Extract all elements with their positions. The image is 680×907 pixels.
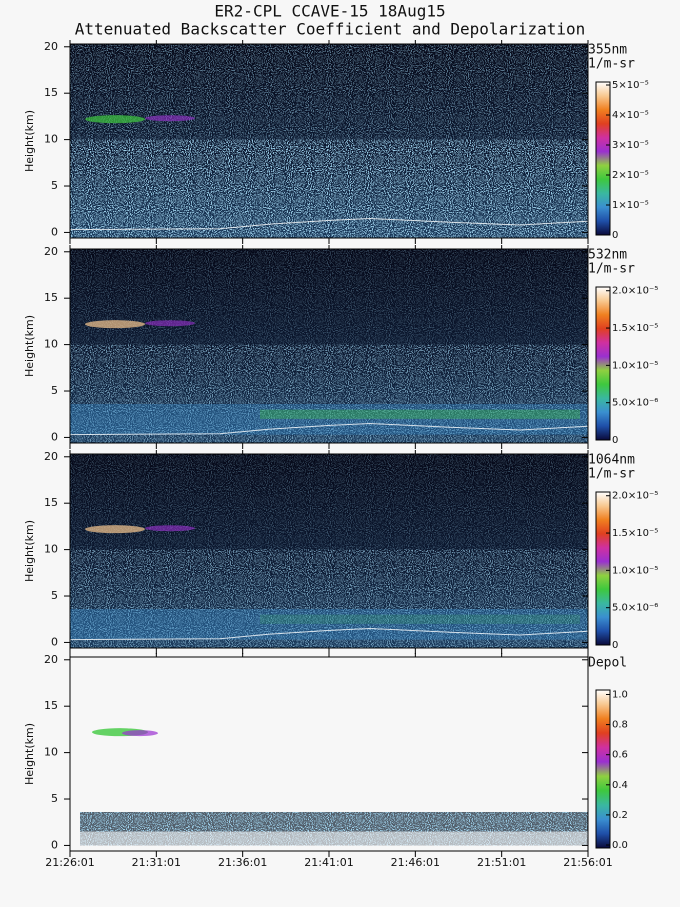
x-tick-label: 21:56:01 xyxy=(563,856,612,869)
speckle xyxy=(70,454,588,648)
x-tick-label: 21:46:01 xyxy=(391,856,440,869)
plot-area xyxy=(70,657,588,851)
speckle xyxy=(70,249,588,443)
y-tick-label: 15 xyxy=(44,86,58,99)
y-tick-label: 10 xyxy=(44,338,58,351)
x-tick-label: 21:26:01 xyxy=(45,856,94,869)
colorbar-label: 1/m-sr xyxy=(588,467,635,482)
cloud xyxy=(145,320,195,327)
cloud xyxy=(85,115,145,124)
colorbar-tick-label: 0 xyxy=(612,435,618,446)
aerosol-core xyxy=(260,409,580,419)
colorbar-tick-label: 0.0 xyxy=(612,840,628,851)
plot-area xyxy=(69,454,589,648)
colorbar-tick-label: 1×10⁻⁵ xyxy=(612,200,649,211)
colorbar xyxy=(595,286,611,441)
colorbar-tick-label: 2.0×10⁻⁵ xyxy=(612,286,658,297)
colorbar xyxy=(595,81,611,236)
y-tick-label: 10 xyxy=(44,543,58,556)
colorbar-tick-label: 0.4 xyxy=(612,780,628,791)
aerosol-core xyxy=(260,614,580,624)
y-tick-label: 15 xyxy=(44,496,58,509)
colorbar xyxy=(595,491,611,646)
colorbar-tick-label: 5.0×10⁻⁶ xyxy=(612,398,658,409)
x-tick-label: 21:31:01 xyxy=(132,856,181,869)
plot-area xyxy=(69,44,589,238)
y-tick-label: 10 xyxy=(44,746,58,759)
y-tick-label: 5 xyxy=(51,792,58,805)
colorbar-tick-label: 0 xyxy=(612,230,618,241)
colorbar-tick-label: 4×10⁻⁵ xyxy=(612,110,649,121)
cloud xyxy=(85,525,145,534)
surface-line xyxy=(69,218,589,231)
y-axis-label: Height(km) xyxy=(23,110,36,172)
colorbar xyxy=(595,689,611,849)
colorbar-label: 1064nm xyxy=(588,453,635,468)
cloud xyxy=(85,320,145,329)
y-tick-label: 0 xyxy=(51,635,58,648)
colorbar-tick-label: 5×10⁻⁵ xyxy=(612,80,649,91)
y-tick-label: 0 xyxy=(51,225,58,238)
colorbar-tick-label: 0 xyxy=(612,640,618,651)
x-tick-label: 21:41:01 xyxy=(304,856,353,869)
colorbar-tick-label: 1.0×10⁻⁵ xyxy=(612,565,658,576)
speckle xyxy=(70,44,588,238)
colorbar-tick-label: 0.8 xyxy=(612,720,628,731)
surface-line xyxy=(69,423,589,436)
colorbar-tick-label: 0.2 xyxy=(612,810,628,821)
y-tick-label: 0 xyxy=(51,838,58,851)
y-tick-label: 15 xyxy=(44,699,58,712)
y-tick-label: 20 xyxy=(44,245,58,258)
speckle xyxy=(80,831,588,846)
y-tick-label: 0 xyxy=(51,430,58,443)
cloud xyxy=(145,525,195,532)
colorbar-tick-label: 5.0×10⁻⁶ xyxy=(612,603,658,614)
y-tick-label: 20 xyxy=(44,40,58,53)
y-tick-label: 5 xyxy=(51,179,58,192)
y-tick-label: 5 xyxy=(51,384,58,397)
colorbar-tick-label: 3×10⁻⁵ xyxy=(612,140,649,151)
y-axis-label: Height(km) xyxy=(23,315,36,377)
y-axis-label: Height(km) xyxy=(23,520,36,582)
y-tick-label: 15 xyxy=(44,291,58,304)
colorbar-label: 1/m-sr xyxy=(588,262,635,277)
y-tick-label: 5 xyxy=(51,589,58,602)
y-tick-label: 20 xyxy=(44,653,58,666)
colorbar-label: 532nm xyxy=(588,248,627,263)
colorbar-tick-label: 1.5×10⁻⁵ xyxy=(612,528,658,539)
surface-line xyxy=(69,628,589,641)
chart-title: ER2-CPL CCAVE-15 18Aug15 xyxy=(214,2,445,21)
colorbar-tick-label: 2×10⁻⁵ xyxy=(612,170,649,181)
y-tick-label: 20 xyxy=(44,450,58,463)
x-tick-label: 21:36:01 xyxy=(218,856,267,869)
colorbar-tick-label: 0.6 xyxy=(612,750,628,761)
colorbar-tick-label: 1.0×10⁻⁵ xyxy=(612,360,658,371)
colorbar-tick-label: 1.0 xyxy=(612,690,628,701)
chart-subtitle: Attenuated Backscatter Coefficient and D… xyxy=(75,20,586,39)
colorbar-label: 355nm xyxy=(588,43,627,58)
colorbar-label: 1/m-sr xyxy=(588,57,635,72)
x-tick-label: 21:51:01 xyxy=(477,856,526,869)
colorbar-label: Depol xyxy=(588,656,627,671)
y-axis-label: Height(km) xyxy=(23,723,36,785)
cloud xyxy=(145,115,195,122)
cloud xyxy=(122,730,158,737)
colorbar-tick-label: 1.5×10⁻⁵ xyxy=(612,323,658,334)
y-tick-label: 10 xyxy=(44,133,58,146)
colorbar-tick-label: 2.0×10⁻⁵ xyxy=(612,491,658,502)
plot-area xyxy=(69,249,589,443)
